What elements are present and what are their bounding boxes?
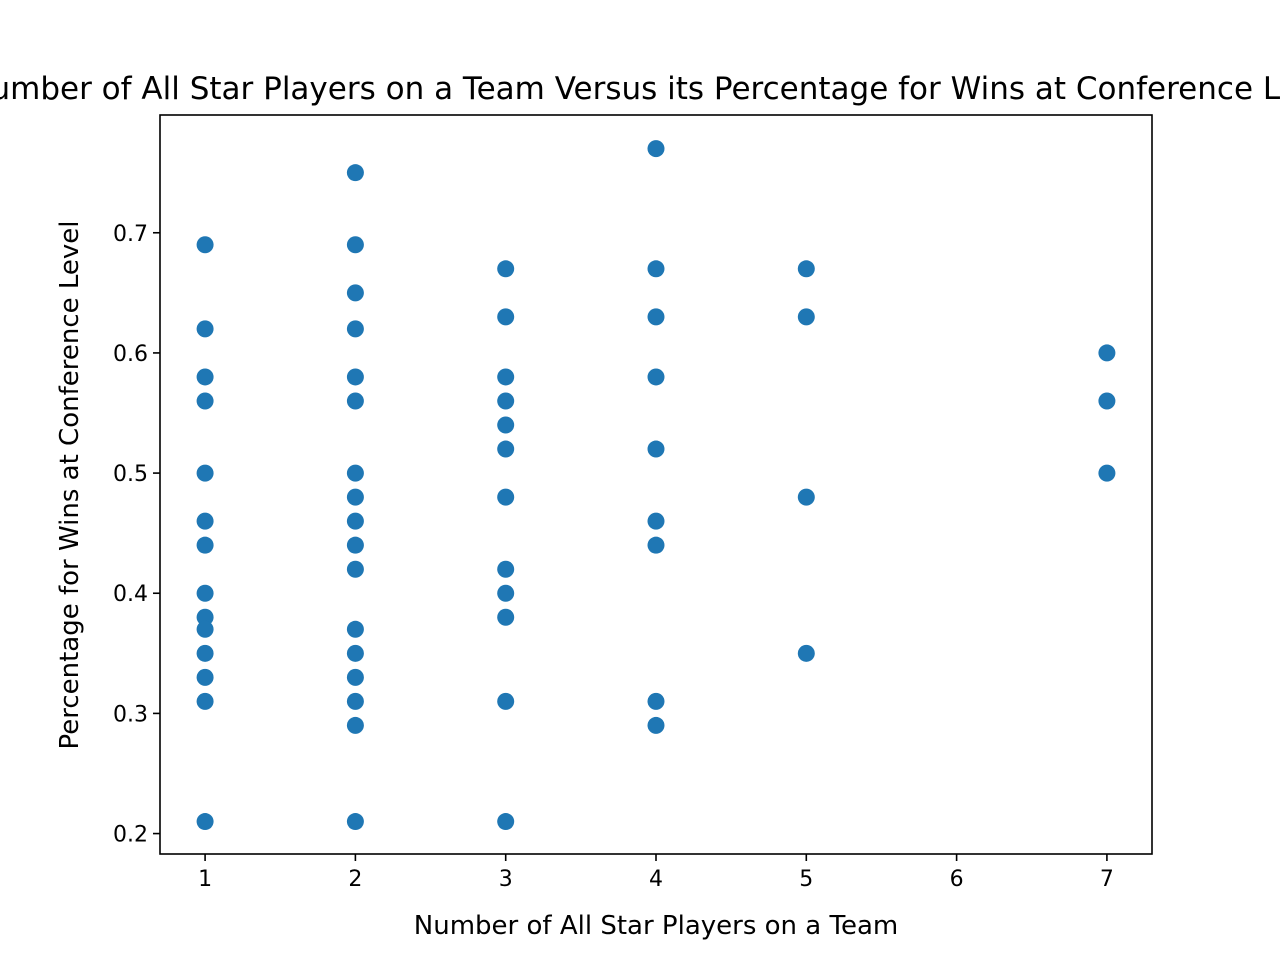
data-point: [196, 536, 214, 554]
data-point: [797, 488, 815, 506]
x-tick-label: 2: [348, 867, 362, 892]
data-point: [346, 284, 364, 302]
data-point: [497, 488, 515, 506]
x-tick-label: 3: [499, 867, 513, 892]
plot-area-frame: [159, 114, 1153, 855]
data-point: [497, 608, 515, 626]
y-tick-label: 0.7: [113, 222, 148, 247]
x-axis-label: Number of All Star Players on a Team: [414, 911, 898, 941]
data-point: [647, 140, 665, 158]
data-point: [497, 440, 515, 458]
y-tick-label: 0.6: [113, 342, 148, 367]
x-tick-label: 7: [1100, 867, 1114, 892]
data-point: [346, 236, 364, 254]
data-point: [346, 644, 364, 662]
data-point: [647, 716, 665, 734]
data-point: [497, 308, 515, 326]
data-point: [196, 813, 214, 831]
data-point: [346, 620, 364, 638]
y-axis-ticks: 0.2 0.3 0.4 0.5 0.6 0.7: [113, 222, 160, 848]
data-point: [797, 260, 815, 278]
x-tick-label: 4: [649, 867, 663, 892]
data-point: [196, 620, 214, 638]
data-point: [346, 560, 364, 578]
data-point: [1098, 392, 1116, 410]
data-point: [346, 813, 364, 831]
data-point: [346, 368, 364, 386]
data-point: [647, 536, 665, 554]
data-point: [346, 464, 364, 482]
data-point: [497, 416, 515, 434]
data-point: [497, 260, 515, 278]
x-tick-label: 5: [799, 867, 813, 892]
data-point: [346, 392, 364, 410]
data-point: [346, 692, 364, 710]
y-tick-label: 0.4: [113, 582, 148, 607]
data-point: [497, 584, 515, 602]
data-point: [196, 236, 214, 254]
data-point: [497, 560, 515, 578]
data-point: [196, 668, 214, 686]
data-point: [1098, 464, 1116, 482]
data-point: [497, 392, 515, 410]
x-tick-label: 1: [198, 867, 212, 892]
data-point: [346, 320, 364, 338]
data-point: [196, 320, 214, 338]
data-point: [647, 440, 665, 458]
data-point: [647, 692, 665, 710]
data-point: [497, 368, 515, 386]
x-tick-label: 6: [950, 867, 964, 892]
y-tick-label: 0.2: [113, 823, 148, 848]
data-point: [196, 464, 214, 482]
data-point: [196, 644, 214, 662]
data-point: [647, 368, 665, 386]
data-point: [497, 813, 515, 831]
data-point: [346, 512, 364, 530]
data-point: [346, 536, 364, 554]
data-point: [196, 512, 214, 530]
data-point: [647, 308, 665, 326]
data-point: [196, 692, 214, 710]
y-tick-label: 0.3: [113, 702, 148, 727]
y-tick-label: 0.5: [113, 462, 148, 487]
data-point: [346, 668, 364, 686]
data-point: [647, 512, 665, 530]
data-point: [647, 260, 665, 278]
x-axis-ticks: 1 2 3 4 5 6 7: [198, 854, 1114, 892]
y-axis-label: Percentage for Wins at Conference Level: [55, 220, 85, 749]
chart-title: Number of All Star Players on a Team Ver…: [0, 71, 1280, 107]
data-point: [346, 164, 364, 182]
data-point: [797, 644, 815, 662]
data-point: [797, 308, 815, 326]
data-point: [196, 584, 214, 602]
data-point: [196, 392, 214, 410]
data-point: [346, 716, 364, 734]
data-point: [497, 692, 515, 710]
data-point: [1098, 344, 1116, 362]
data-point: [196, 608, 214, 626]
data-points: [196, 140, 1116, 831]
data-point: [196, 368, 214, 386]
data-point: [346, 488, 364, 506]
